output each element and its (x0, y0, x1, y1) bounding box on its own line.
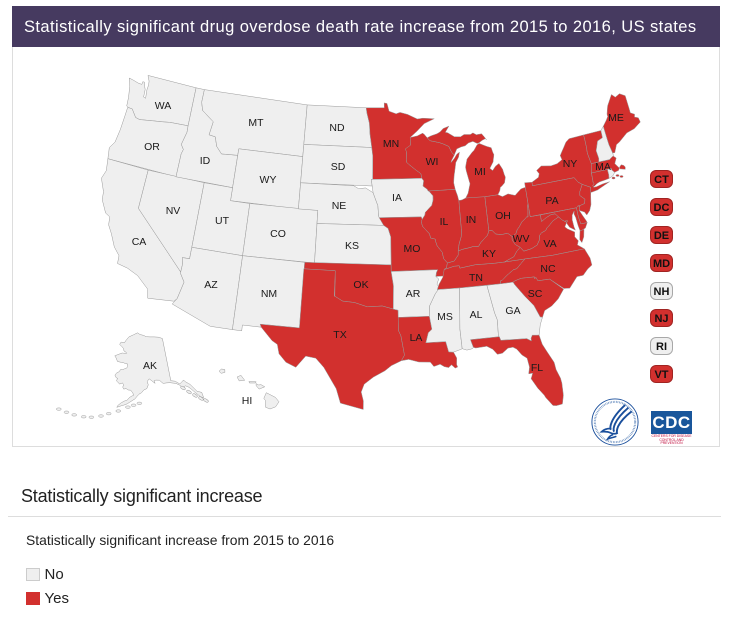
svg-text:CO: CO (270, 228, 286, 240)
svg-text:IA: IA (392, 192, 402, 204)
svg-text:MO: MO (404, 243, 421, 255)
svg-text:VA: VA (543, 238, 556, 250)
svg-text:NV: NV (166, 205, 181, 217)
svg-text:HI: HI (242, 395, 253, 407)
svg-text:UT: UT (215, 215, 230, 227)
svg-text:TX: TX (333, 329, 346, 341)
svg-text:TN: TN (469, 272, 483, 284)
svg-text:NC: NC (540, 263, 556, 275)
svg-text:IN: IN (466, 214, 477, 226)
svg-text:ID: ID (200, 155, 211, 167)
svg-text:WV: WV (513, 233, 530, 245)
svg-text:MN: MN (383, 138, 399, 150)
svg-text:ME: ME (608, 112, 624, 124)
svg-text:CA: CA (132, 236, 147, 248)
svg-text:SD: SD (331, 161, 346, 173)
svg-text:MA: MA (595, 161, 611, 173)
svg-text:MS: MS (437, 311, 453, 323)
svg-text:IL: IL (440, 216, 449, 228)
svg-text:OK: OK (353, 279, 368, 291)
svg-text:AL: AL (470, 309, 483, 321)
svg-text:OR: OR (144, 141, 160, 153)
svg-text:KS: KS (345, 240, 359, 252)
svg-text:NM: NM (261, 288, 277, 300)
svg-text:PA: PA (545, 195, 558, 207)
svg-text:OH: OH (495, 210, 511, 222)
svg-text:FL: FL (531, 362, 543, 374)
svg-text:WY: WY (260, 174, 277, 186)
svg-text:WA: WA (155, 100, 172, 112)
svg-text:KY: KY (482, 248, 496, 260)
svg-text:MI: MI (474, 166, 486, 178)
svg-text:WI: WI (426, 156, 439, 168)
svg-text:MT: MT (248, 117, 264, 129)
svg-text:AR: AR (406, 288, 421, 300)
svg-text:SC: SC (528, 288, 543, 300)
svg-text:NY: NY (563, 158, 578, 170)
svg-text:GA: GA (505, 305, 520, 317)
svg-text:NE: NE (332, 200, 347, 212)
svg-text:AK: AK (143, 360, 157, 372)
svg-text:LA: LA (410, 332, 423, 344)
svg-text:AZ: AZ (204, 279, 218, 291)
svg-text:ND: ND (329, 122, 345, 134)
